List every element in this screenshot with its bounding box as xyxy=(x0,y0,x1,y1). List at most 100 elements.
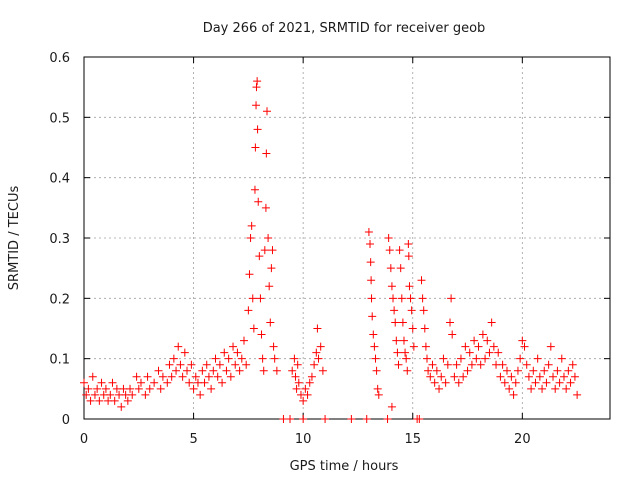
data-point xyxy=(428,360,437,369)
data-point xyxy=(559,372,568,381)
data-point xyxy=(496,372,505,381)
data-point xyxy=(258,354,267,363)
data-point xyxy=(509,390,518,399)
data-point xyxy=(364,227,373,236)
data-point xyxy=(448,330,457,339)
data-point xyxy=(461,342,470,351)
data-point xyxy=(264,234,273,242)
data-point xyxy=(551,384,560,393)
data-point xyxy=(557,354,566,363)
data-point xyxy=(568,360,577,369)
data-point xyxy=(374,390,383,399)
data-point xyxy=(163,378,172,387)
data-point xyxy=(470,336,479,345)
data-point xyxy=(158,372,167,381)
data-point xyxy=(564,366,573,375)
data-point xyxy=(487,318,496,327)
x-axis-label: GPS time / hours xyxy=(290,459,399,474)
data-point xyxy=(408,324,417,333)
data-point xyxy=(529,366,538,375)
data-point xyxy=(418,294,427,303)
data-point xyxy=(452,360,461,369)
data-point xyxy=(249,324,258,333)
y-axis-label: SRMTID / TECUs xyxy=(7,186,22,291)
data-point xyxy=(404,240,413,249)
data-point xyxy=(141,390,150,399)
data-point xyxy=(432,366,441,375)
data-point xyxy=(255,252,264,261)
data-point xyxy=(489,342,498,351)
data-point xyxy=(90,390,99,399)
data-point xyxy=(213,372,222,381)
data-point xyxy=(174,342,183,351)
data-point xyxy=(498,360,507,369)
data-point xyxy=(242,360,251,369)
data-point xyxy=(384,234,393,242)
data-point xyxy=(465,348,474,357)
data-point xyxy=(294,378,303,387)
x-tick-label: 10 xyxy=(295,432,312,447)
data-point xyxy=(369,330,378,339)
data-point xyxy=(472,354,481,363)
data-point xyxy=(321,415,330,423)
data-point xyxy=(251,143,260,152)
data-point xyxy=(435,384,444,393)
data-point xyxy=(420,324,429,333)
data-point xyxy=(310,360,319,369)
data-point xyxy=(535,372,544,381)
data-point xyxy=(250,185,259,194)
data-point xyxy=(511,378,520,387)
data-point xyxy=(494,348,503,357)
data-point xyxy=(366,258,375,267)
data-point xyxy=(533,354,542,363)
data-point xyxy=(406,294,415,303)
data-point xyxy=(443,360,452,369)
x-tick-label: 5 xyxy=(189,432,197,447)
data-point xyxy=(570,372,579,381)
data-point xyxy=(368,312,377,321)
data-point xyxy=(220,348,229,357)
data-point xyxy=(520,342,529,351)
data-point xyxy=(291,372,300,381)
data-point xyxy=(373,384,382,393)
data-point xyxy=(229,342,238,351)
data-point xyxy=(371,354,380,363)
axes xyxy=(83,56,611,420)
data-point xyxy=(307,372,316,381)
data-point xyxy=(446,318,455,327)
data-point xyxy=(524,372,533,381)
data-point xyxy=(483,336,492,345)
data-point xyxy=(267,264,276,273)
data-point xyxy=(172,366,181,375)
data-point xyxy=(485,348,494,357)
data-point xyxy=(385,246,394,255)
data-point xyxy=(407,306,416,315)
data-point xyxy=(272,366,281,375)
y-tick-label: 0 xyxy=(62,413,70,428)
data-point xyxy=(430,378,439,387)
data-point xyxy=(393,348,402,357)
y-tick-label: 0.4 xyxy=(49,172,70,187)
data-point xyxy=(387,282,396,291)
data-point xyxy=(305,378,314,387)
data-point xyxy=(531,378,540,387)
data-point xyxy=(80,378,88,387)
data-point xyxy=(553,366,562,375)
data-point xyxy=(226,372,235,381)
data-point xyxy=(367,276,376,285)
data-point xyxy=(362,415,371,423)
data-point xyxy=(314,354,323,363)
data-point xyxy=(101,384,110,393)
data-point xyxy=(123,396,132,405)
data-point xyxy=(165,360,174,369)
data-point xyxy=(421,342,430,351)
data-point xyxy=(505,384,514,393)
data-point xyxy=(93,384,102,393)
data-point xyxy=(290,354,299,363)
data-point xyxy=(185,378,194,387)
y-tick-label: 0.2 xyxy=(49,292,70,307)
data-point xyxy=(439,354,448,363)
data-point xyxy=(549,372,558,381)
data-point xyxy=(386,264,395,273)
